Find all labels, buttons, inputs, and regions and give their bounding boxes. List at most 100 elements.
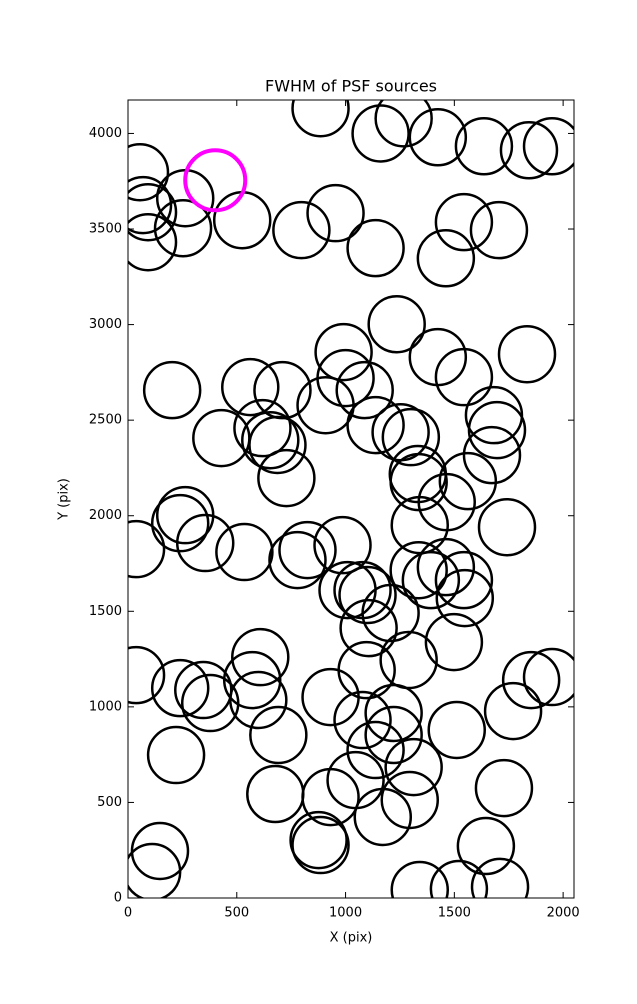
source-marker [497, 324, 557, 384]
y-tick-label: 0 [114, 891, 122, 906]
source-marker [454, 117, 514, 176]
source-marker [301, 767, 360, 827]
source-marker [272, 200, 331, 260]
source-marker [346, 218, 405, 278]
source-marker [291, 100, 350, 138]
source-marker [296, 375, 355, 435]
source-marker [142, 360, 202, 420]
source-marker [501, 650, 561, 710]
source-marker [435, 568, 495, 628]
source-marker [246, 764, 305, 824]
y-tick-label: 2000 [89, 508, 122, 523]
source-marker [248, 415, 307, 475]
x-tick-label: 1500 [438, 906, 471, 921]
source-marker [467, 400, 527, 460]
source-marker [367, 294, 426, 354]
source-marker [361, 583, 420, 643]
source-marker [337, 640, 396, 700]
source-marker [222, 650, 282, 710]
source-marker [231, 627, 290, 687]
source-marker [474, 758, 534, 818]
source-marker [379, 630, 438, 690]
source-marker [301, 667, 360, 727]
source-marker [313, 515, 372, 575]
source-marker [229, 670, 288, 730]
source-marker [289, 810, 348, 870]
source-marker [128, 645, 166, 705]
x-tick-label: 500 [224, 906, 249, 921]
source-marker [346, 720, 405, 780]
y-tick-label: 500 [97, 795, 122, 810]
source-marker [462, 425, 522, 485]
source-marker [434, 192, 494, 252]
source-marker [499, 121, 559, 180]
source-marker [291, 815, 350, 875]
source-marker [338, 565, 397, 625]
source-marker [364, 705, 423, 765]
source-marker [389, 540, 448, 600]
source-marker [268, 530, 327, 590]
source-marker [408, 108, 468, 167]
source-marker [408, 327, 468, 387]
source-marker [351, 104, 410, 163]
y-tick-label: 1000 [89, 699, 122, 714]
plot-area [128, 100, 574, 898]
source-marker [183, 148, 248, 213]
x-tick-label: 2000 [547, 906, 580, 921]
x-tick-label: 1000 [329, 906, 362, 921]
source-marker [146, 725, 206, 785]
source-marker [175, 513, 235, 573]
source-marker [380, 770, 439, 830]
source-marker [429, 859, 489, 898]
source-marker [456, 816, 516, 876]
source-marker [339, 598, 398, 658]
y-tick-label: 4000 [89, 126, 122, 141]
source-marker [335, 360, 394, 420]
y-tick-label: 3000 [89, 317, 122, 332]
y-tick-label: 1500 [89, 604, 122, 619]
source-marker [438, 451, 498, 511]
source-marker [364, 683, 423, 743]
source-marker [416, 229, 476, 288]
source-marker [434, 347, 494, 407]
source-marker [326, 750, 385, 810]
source-marker [192, 408, 251, 468]
source-marker [153, 199, 213, 258]
source-marker [346, 395, 405, 455]
source-marker [215, 522, 274, 582]
source-marker [390, 860, 449, 898]
source-marker [128, 182, 178, 242]
source-marker [416, 537, 476, 597]
x-tick-label: 0 [124, 906, 132, 921]
source-marker [427, 700, 486, 760]
source-marker [483, 681, 543, 741]
x-axis-label: X (pix) [330, 931, 373, 946]
source-marker [434, 550, 494, 610]
source-marker [401, 550, 461, 610]
y-axis-label: Y (pix) [57, 478, 72, 521]
source-marker [424, 612, 484, 672]
source-marker [470, 857, 530, 898]
source-marker [212, 190, 272, 250]
source-marker [522, 647, 574, 707]
source-marker [128, 175, 173, 235]
source-marker [150, 493, 210, 553]
source-marker [522, 117, 574, 176]
source-marker [381, 407, 441, 467]
source-marker [384, 737, 443, 797]
source-marker [128, 519, 166, 579]
source-marker [469, 200, 529, 260]
source-marker [241, 410, 300, 470]
y-tick-label: 3500 [89, 222, 122, 237]
source-marker [278, 520, 337, 580]
source-marker [306, 183, 365, 243]
source-marker [314, 322, 373, 382]
source-marker [374, 100, 433, 148]
y-tick-label: 2500 [89, 413, 122, 428]
source-marker [128, 212, 178, 272]
source-marker [128, 842, 182, 898]
source-marker [150, 658, 210, 718]
source-marker [221, 357, 280, 417]
source-marker [477, 497, 537, 557]
